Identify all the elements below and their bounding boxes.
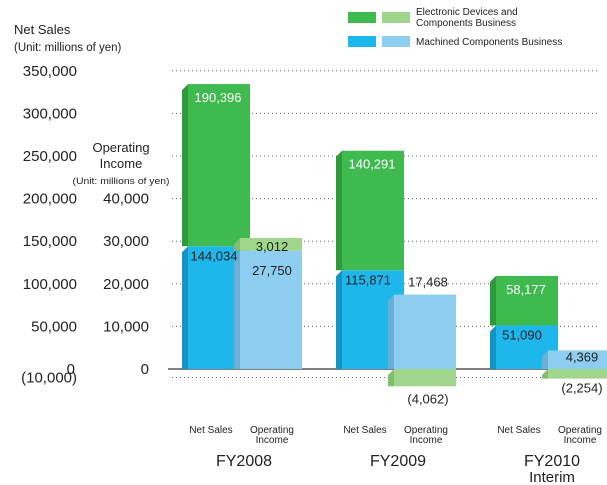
right-axis-unit: (Unit: millions of yen) [73, 176, 170, 187]
category-label: FY2008 [216, 453, 272, 470]
category-label-line2: Interim [529, 469, 575, 485]
right-axis-title-2: Income [100, 156, 143, 171]
left-tick-label: 100,000 [23, 276, 77, 293]
bar-operating-income-machined-side [388, 295, 394, 369]
right-tick-label: 20,000 [103, 276, 149, 293]
category-label: FY2009 [370, 453, 426, 470]
left-tick-label: 350,000 [23, 63, 77, 80]
bar-net-sales-machined-side [336, 270, 342, 369]
data-label-net-sales-machined: 51,090 [502, 327, 542, 342]
left-tick-label: 200,000 [23, 191, 77, 208]
category-label: FY2010 [524, 453, 580, 470]
data-label-operating-income-machined: 17,468 [408, 275, 448, 290]
right-tick-label: 0 [141, 361, 149, 378]
left-tick-label: 250,000 [23, 148, 77, 165]
sub-label-net-sales: Net Sales [189, 425, 232, 436]
bar-operating-income-machined [394, 295, 456, 369]
data-label-net-sales-electronic: 140,291 [349, 157, 396, 172]
right-tick-label: 10,000 [103, 318, 149, 335]
sub-label-income: Income [256, 435, 289, 446]
right-axis-title: Operating [92, 140, 149, 155]
data-label-operating-income-machined: 27,750 [252, 263, 292, 278]
data-label-net-sales-machined: 115,871 [345, 272, 391, 287]
left-axis-title: Net Sales [14, 22, 71, 37]
bar-net-sales-machined-side [490, 325, 496, 369]
data-label-operating-income-electronic: (2,254) [561, 381, 602, 396]
left-tick-label: (10,000) [21, 370, 77, 387]
bar-operating-income-electronic [394, 369, 456, 386]
bar-net-sales-electronic [188, 84, 250, 246]
data-label-net-sales-machined: 144,034 [191, 248, 238, 263]
left-tick-label: 300,000 [23, 105, 77, 122]
sub-label-net-sales: Net Sales [497, 425, 540, 436]
data-label-operating-income-electronic: 3,012 [256, 239, 289, 254]
left-tick-label: 150,000 [23, 233, 77, 250]
sub-label-income: Income [564, 435, 597, 446]
data-label-operating-income-electronic: (4,062) [407, 391, 448, 406]
sub-label-income: Income [410, 435, 443, 446]
bar-net-sales-electronic-side [182, 84, 188, 246]
right-tick-label: 40,000 [103, 191, 149, 208]
bar-operating-income-electronic [548, 369, 607, 379]
data-label-net-sales-electronic: 58,177 [506, 282, 546, 297]
bar-net-sales-electronic-side [336, 151, 342, 271]
sub-label-net-sales: Net Sales [343, 425, 386, 436]
bar-operating-income-electronic-side [542, 369, 548, 379]
bar-operating-income-electronic-side [388, 369, 394, 386]
data-label-net-sales-electronic: 190,396 [195, 90, 242, 105]
left-axis-unit: (Unit: millions of yen) [14, 42, 122, 54]
bar-net-sales-machined-side [182, 246, 188, 369]
bar-operating-income-machined-side [234, 251, 240, 369]
left-tick-label: 50,000 [31, 318, 77, 335]
data-label-operating-income-machined: 4,369 [566, 349, 599, 364]
bar-net-sales-electronic-side [490, 276, 496, 326]
right-tick-label: 30,000 [103, 233, 149, 250]
